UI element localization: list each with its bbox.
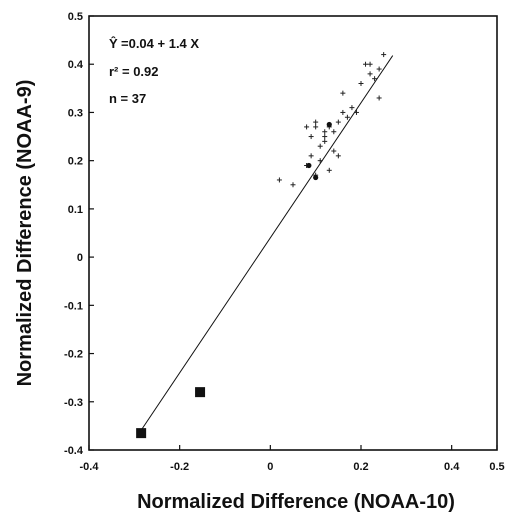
data-point-plus bbox=[276, 177, 282, 183]
annotation-box: Ŷ =0.04 + 1.4 X r² = 0.92 n = 37 bbox=[109, 36, 199, 106]
y-tick-label: 0.2 bbox=[68, 156, 83, 168]
y-tick-label: 0.1 bbox=[68, 204, 83, 216]
x-tick-label: -0.4 bbox=[80, 461, 100, 473]
x-tick-label: 0.2 bbox=[353, 461, 368, 473]
data-points bbox=[136, 52, 387, 439]
data-point-plus bbox=[344, 114, 350, 120]
y-axis-title: Normalized Difference (NOAA-9) bbox=[14, 80, 36, 387]
n-label: n = 37 bbox=[109, 91, 146, 106]
data-point-plus bbox=[331, 148, 337, 154]
data-point-dot bbox=[326, 121, 332, 128]
data-point-plus bbox=[331, 129, 337, 135]
data-point-plus bbox=[322, 134, 328, 140]
data-point-plus bbox=[326, 167, 332, 173]
x-axis-title: Normalized Difference (NOAA-10) bbox=[137, 491, 455, 513]
x-tick-label: 0.5 bbox=[489, 461, 504, 473]
data-point-plus bbox=[308, 153, 314, 159]
x-axis-ticks: -0.4 -0.2 0 0.2 0.4 0.5 bbox=[80, 445, 505, 473]
y-tick-label: -0.2 bbox=[64, 349, 83, 361]
data-point-plus bbox=[367, 61, 373, 67]
data-point-plus bbox=[335, 153, 341, 159]
regression-line bbox=[138, 55, 394, 434]
data-point-plus bbox=[313, 119, 319, 125]
data-point-plus bbox=[308, 134, 314, 140]
data-point-plus bbox=[358, 81, 364, 87]
equation-yhat: Ŷ bbox=[109, 36, 118, 51]
y-tick-label: -0.3 bbox=[64, 397, 83, 409]
data-point-plus bbox=[353, 109, 359, 115]
data-point-plus bbox=[317, 158, 323, 164]
y-tick-label: 0.5 bbox=[68, 11, 83, 23]
x-tick-label: 0.4 bbox=[444, 461, 460, 473]
data-point-plus bbox=[290, 182, 296, 188]
data-point-square bbox=[136, 428, 147, 439]
data-point-plus bbox=[367, 71, 373, 77]
data-point-plus bbox=[376, 66, 382, 72]
data-point-plus bbox=[317, 143, 323, 149]
data-point-plus bbox=[363, 61, 369, 67]
y-axis-ticks: -0.4 -0.3 -0.2 -0.1 0 0.1 0.2 0.3 0.4 0.5 bbox=[64, 11, 94, 457]
data-point-square bbox=[195, 387, 206, 398]
y-tick-label: 0 bbox=[77, 252, 83, 264]
y-tick-label: 0.3 bbox=[68, 107, 83, 119]
x-tick-label: -0.2 bbox=[170, 461, 189, 473]
data-point-plus bbox=[335, 119, 341, 125]
y-tick-label: -0.1 bbox=[64, 300, 83, 312]
data-point-plus bbox=[349, 105, 355, 111]
data-point-plus bbox=[313, 124, 319, 130]
data-point-plus bbox=[381, 52, 387, 58]
y-tick-label: 0.4 bbox=[68, 59, 84, 71]
data-point-plus bbox=[322, 138, 328, 144]
data-point-plus bbox=[372, 76, 378, 82]
data-point-plus bbox=[340, 90, 346, 96]
x-tick-label: 0 bbox=[267, 461, 273, 473]
data-point-plus bbox=[322, 129, 328, 135]
data-point-plus bbox=[376, 95, 382, 101]
data-point-dot bbox=[313, 174, 319, 181]
data-point-plus bbox=[304, 124, 310, 130]
equation-text: =0.04 + 1.4 X bbox=[121, 36, 199, 51]
y-tick-label: -0.4 bbox=[64, 445, 84, 457]
data-point-dot bbox=[306, 162, 312, 169]
plot-frame bbox=[88, 15, 498, 451]
data-point-plus bbox=[340, 109, 346, 115]
r-squared-label: r² = 0.92 bbox=[109, 64, 159, 79]
